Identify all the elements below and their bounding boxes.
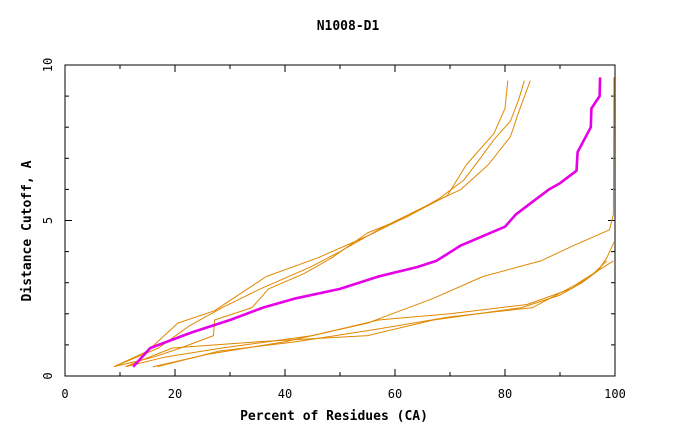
- chart-title: N1008-D1: [317, 19, 380, 34]
- y-tick-label: 10: [41, 58, 55, 72]
- series-layer: [113, 77, 615, 368]
- tick-labels: 0 20 40 60 80 100 0 5 10: [41, 58, 626, 401]
- series-line-1: [113, 80, 531, 368]
- x-tick-label: 60: [388, 387, 402, 401]
- series-line-7: [125, 260, 608, 368]
- x-axis-label: Percent of Residues (CA): [240, 409, 428, 424]
- x-tick-label: 80: [498, 387, 512, 401]
- x-tick-label: 20: [168, 387, 182, 401]
- series-line-8: [157, 260, 614, 368]
- x-tick-label: 0: [61, 387, 68, 401]
- series-line-highlight: [132, 77, 602, 368]
- y-tick-label: 0: [41, 372, 55, 379]
- series-line-3: [113, 80, 525, 368]
- y-tick-label: 5: [41, 217, 55, 224]
- series-line-2: [113, 80, 509, 368]
- y-axis-label: Distance Cutoff, A: [20, 160, 35, 301]
- x-tick-label: 40: [278, 387, 292, 401]
- x-tick-label: 100: [604, 387, 626, 401]
